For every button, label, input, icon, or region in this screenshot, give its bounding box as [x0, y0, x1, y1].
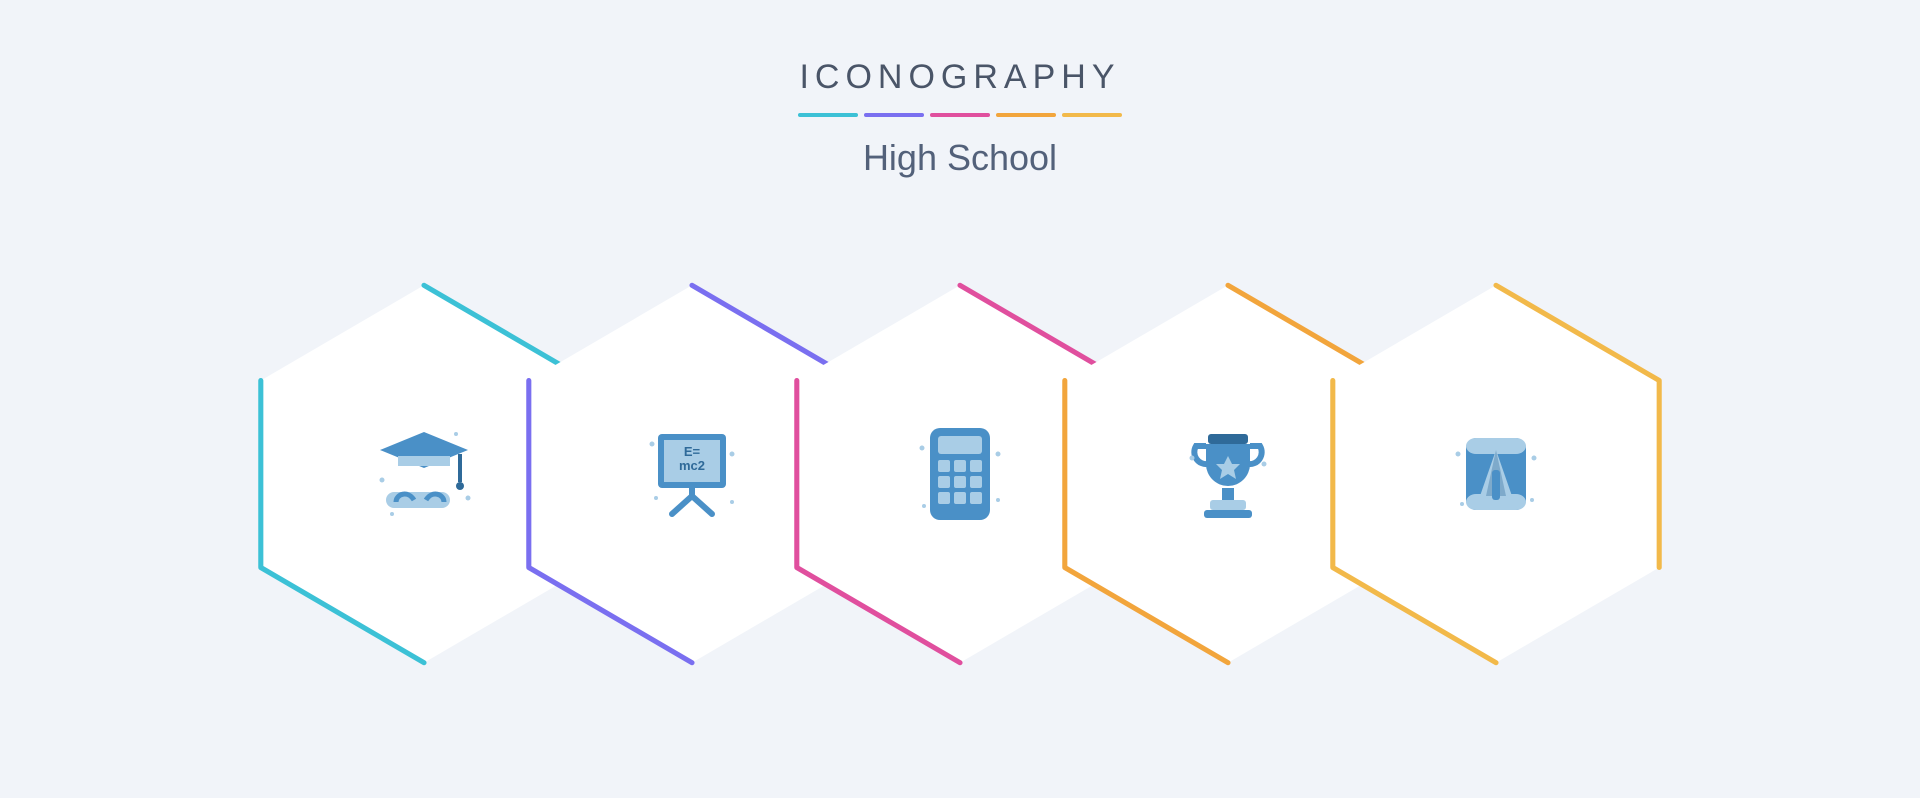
pencil-sharpener-icon — [1436, 414, 1556, 534]
pack-subtitle: High School — [0, 137, 1920, 179]
trophy-award-icon — [1168, 414, 1288, 534]
header: ICONOGRAPHY High School — [0, 58, 1920, 179]
underline-segment — [996, 113, 1056, 117]
icon-row — [0, 278, 1920, 670]
calculator-icon — [900, 414, 1020, 534]
formula-board-icon — [632, 414, 752, 534]
graduation-cap-diploma-icon — [364, 414, 484, 534]
underline-segment — [930, 113, 990, 117]
underline-segment — [1062, 113, 1122, 117]
brand-underline — [0, 113, 1920, 117]
underline-segment — [798, 113, 858, 117]
underline-segment — [864, 113, 924, 117]
brand-title: ICONOGRAPHY — [0, 58, 1920, 97]
hex-card-sharpener — [1326, 278, 1666, 670]
